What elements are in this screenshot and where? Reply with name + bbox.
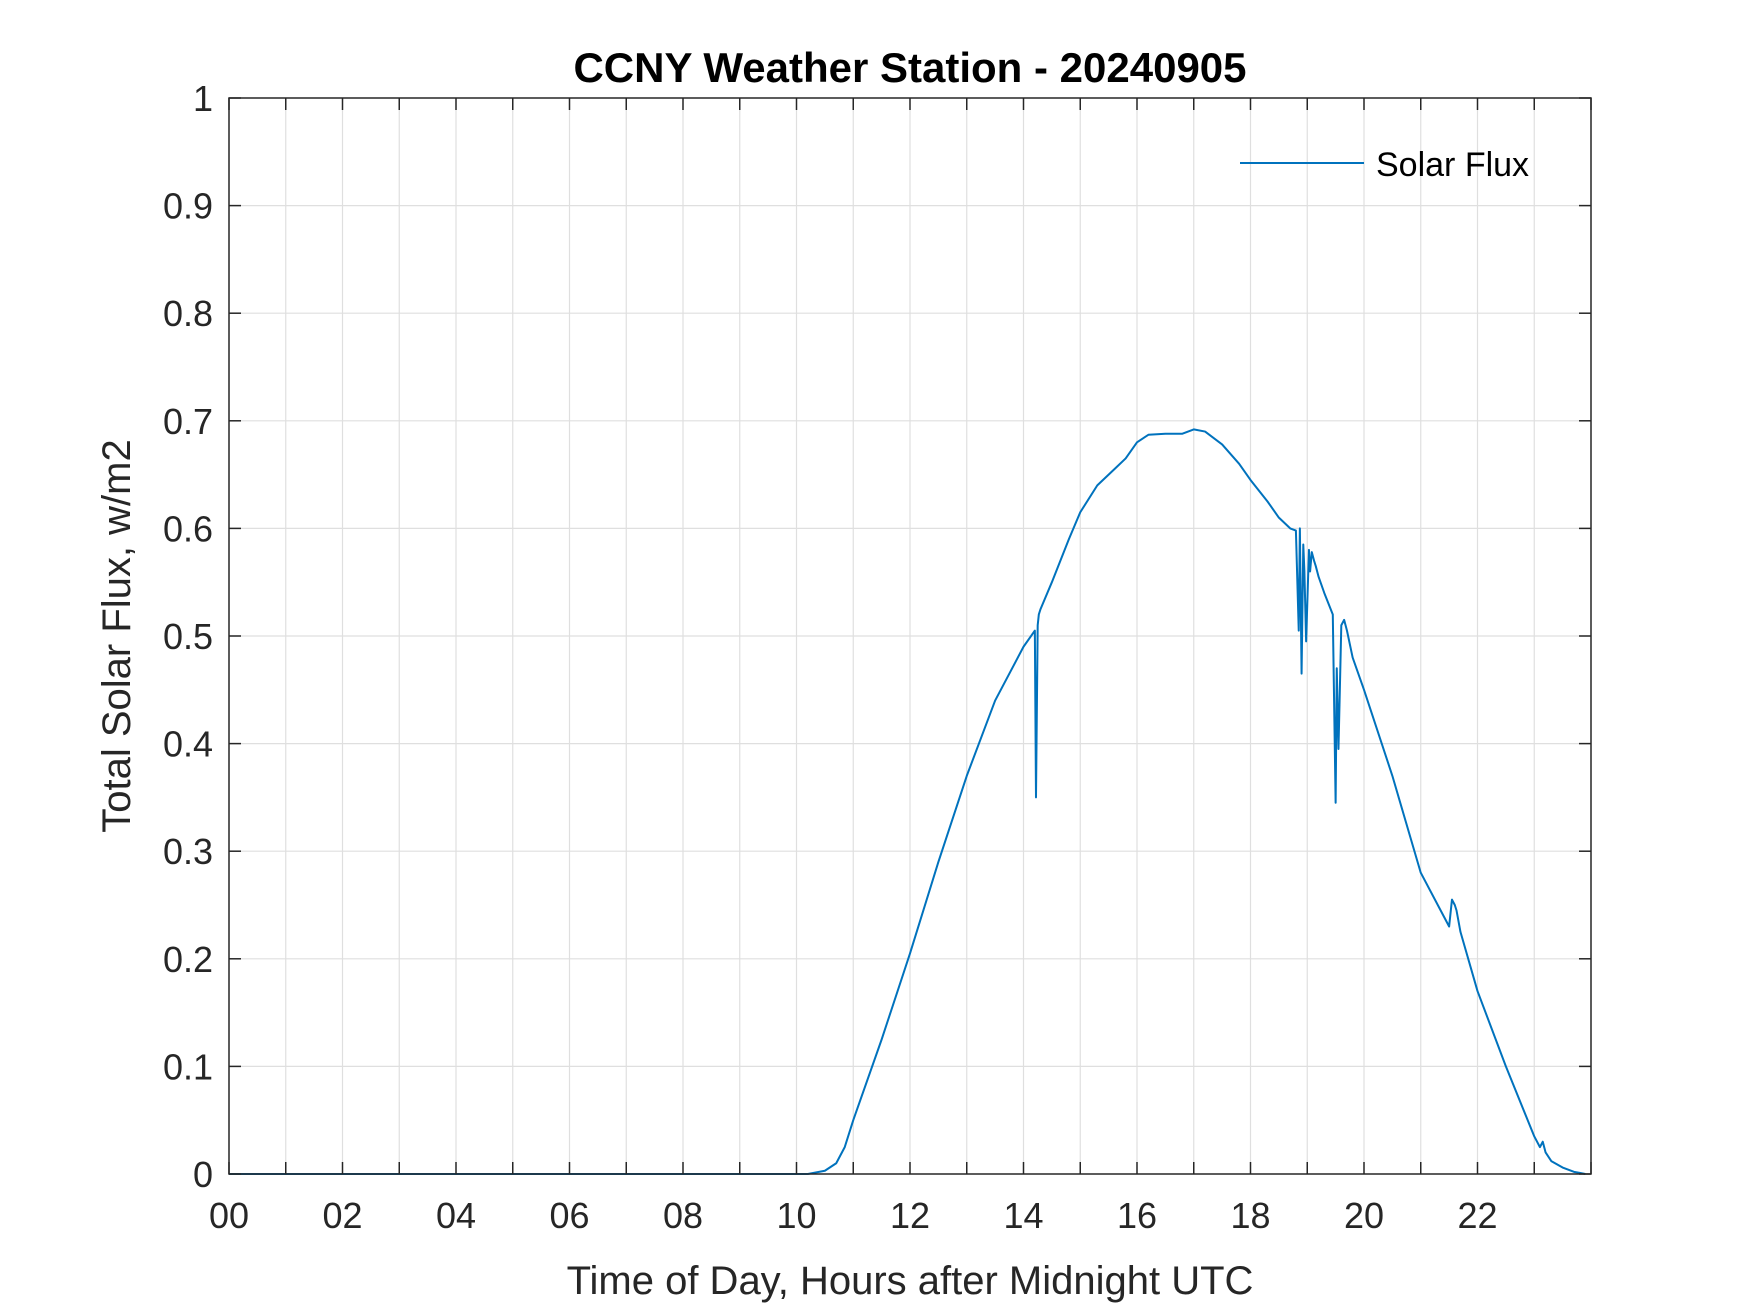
y-tick-label: 0.6 (163, 508, 213, 549)
y-tick-label: 0.8 (163, 293, 213, 334)
x-tick-label: 10 (776, 1195, 816, 1236)
x-tick-label: 02 (322, 1195, 362, 1236)
x-tick-label: 18 (1230, 1195, 1270, 1236)
x-tick-label: 16 (1117, 1195, 1157, 1236)
series-layer (229, 428, 1586, 1175)
y-tick-label: 0.7 (163, 401, 213, 442)
y-tick-label: 0.9 (163, 186, 213, 227)
chart-title: CCNY Weather Station - 20240905 (573, 44, 1246, 91)
y-tick-label: 0.2 (163, 939, 213, 980)
x-tick-label: 12 (890, 1195, 930, 1236)
series-line-solar-flux (229, 428, 1586, 1175)
x-tick-labels: 00 02 04 06 08 10 12 14 16 18 20 22 (209, 1195, 1498, 1236)
y-tick-label: 0 (193, 1154, 213, 1195)
x-axis-label: Time of Day, Hours after Midnight UTC (567, 1259, 1254, 1303)
legend: Solar Flux (1240, 146, 1529, 184)
y-tick-labels: 0 0.1 0.2 0.3 0.4 0.5 0.6 0.7 0.8 0.9 1 (163, 78, 213, 1195)
y-tick-label: 0.3 (163, 831, 213, 872)
y-axis-label: Total Solar Flux, w/m2 (95, 439, 139, 832)
x-tick-label: 14 (1003, 1195, 1043, 1236)
legend-label-solar-flux: Solar Flux (1376, 146, 1529, 184)
y-tick-label: 0.4 (163, 724, 213, 765)
x-tick-label: 20 (1344, 1195, 1384, 1236)
y-tick-label: 0.5 (163, 616, 213, 657)
ticks (228, 97, 1592, 1175)
x-tick-label: 06 (549, 1195, 589, 1236)
x-tick-label: 08 (663, 1195, 703, 1236)
x-tick-label: 04 (436, 1195, 476, 1236)
x-tick-label: 22 (1457, 1195, 1497, 1236)
y-tick-label: 1 (193, 78, 213, 119)
x-tick-label: 00 (209, 1195, 249, 1236)
y-tick-label: 0.1 (163, 1046, 213, 1087)
